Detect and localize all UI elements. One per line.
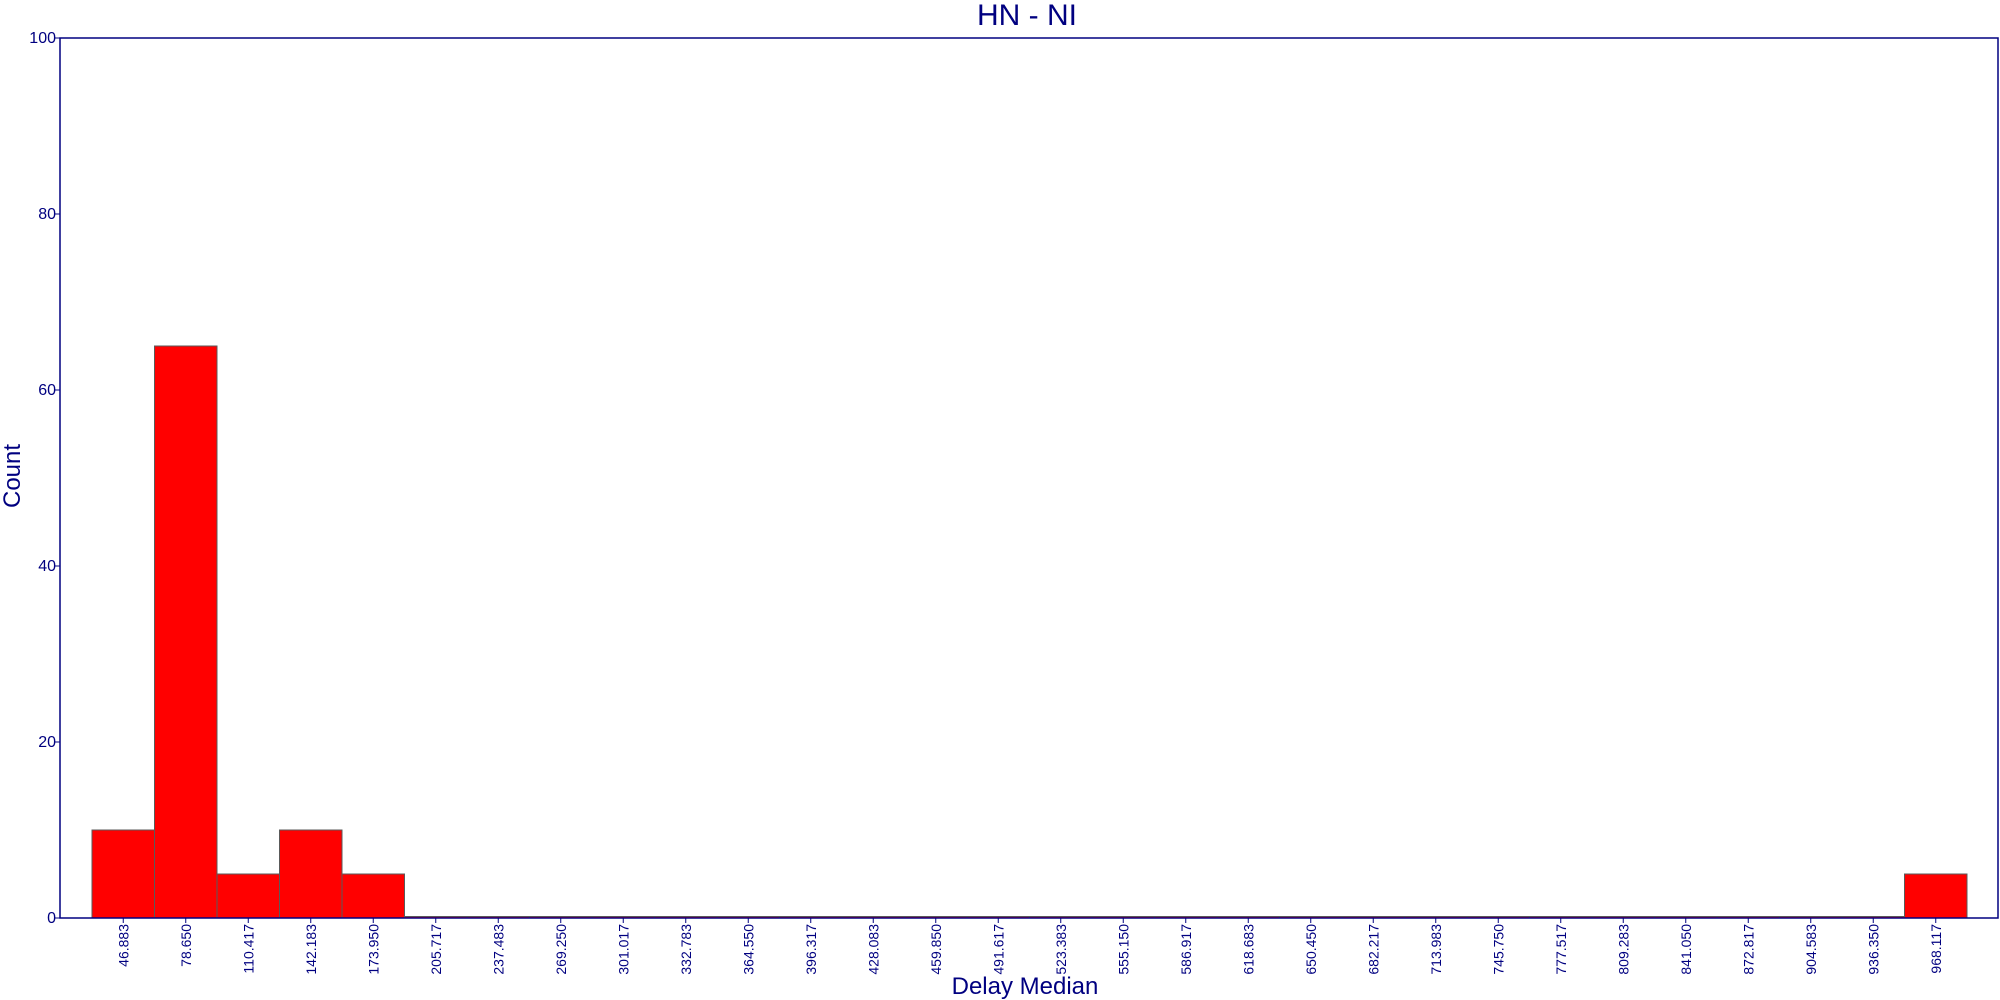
x-tick-label: 841.050 (1678, 924, 1694, 975)
x-tick-label: 110.417 (240, 924, 256, 974)
x-tick-label: 586.917 (1178, 924, 1194, 975)
x-tick-label: 205.717 (428, 924, 444, 975)
x-tick-label: 936.350 (1865, 924, 1881, 975)
bars-group (91, 345, 1968, 919)
y-tick-label: 0 (47, 910, 56, 927)
chart-title: HN - NI (977, 0, 1077, 32)
x-tick-label: 809.283 (1615, 924, 1631, 975)
y-tick-label: 60 (38, 382, 56, 399)
y-tick-label: 20 (38, 734, 56, 751)
x-tick-label: 618.683 (1240, 924, 1256, 975)
x-tick-label: 682.217 (1365, 924, 1381, 975)
x-axis-ticks: 46.883 78.650 110.417 142.183 173.950 205.717… (115, 918, 1944, 975)
histogram-bar (216, 873, 280, 919)
histogram-bar (341, 873, 405, 919)
x-tick-label: 301.017 (615, 924, 631, 975)
x-tick-label: 713.983 (1428, 924, 1444, 975)
x-tick-label: 523.383 (1053, 924, 1069, 975)
x-tick-label: 650.450 (1303, 924, 1319, 975)
y-axis-label: Count (0, 444, 26, 508)
x-tick-label: 491.617 (990, 924, 1006, 975)
x-tick-label: 745.750 (1490, 924, 1506, 975)
x-tick-label: 332.783 (678, 924, 694, 975)
x-tick-label: 364.550 (740, 924, 756, 975)
x-tick-label: 968.117 (1928, 924, 1944, 974)
x-tick-label: 872.817 (1740, 924, 1756, 975)
histogram-bar (91, 829, 155, 919)
x-tick-label: 78.650 (178, 924, 194, 967)
x-tick-label: 428.083 (865, 924, 881, 975)
y-tick-label: 80 (38, 206, 56, 223)
histogram-bar (279, 829, 343, 919)
x-tick-label: 555.150 (1115, 924, 1131, 975)
x-tick-label: 459.850 (928, 924, 944, 975)
x-tick-label: 396.317 (803, 924, 819, 975)
x-tick-label: 46.883 (115, 924, 131, 967)
x-axis-label: Delay Median (952, 973, 1099, 1000)
plot-area-frame (59, 37, 1999, 919)
x-tick-label: 237.483 (490, 924, 506, 975)
x-tick-label: 173.950 (365, 924, 381, 975)
y-tick-label: 100 (29, 30, 56, 47)
y-axis-ticks: 0 20 40 60 80 100 (29, 30, 60, 927)
histogram-bar (154, 345, 218, 919)
x-tick-label: 777.517 (1553, 924, 1569, 975)
y-tick-label: 40 (38, 558, 56, 575)
x-tick-label: 269.250 (553, 924, 569, 975)
x-tick-label: 904.583 (1803, 924, 1819, 975)
histogram-bar (1904, 873, 1968, 919)
x-tick-label: 142.183 (303, 924, 319, 975)
